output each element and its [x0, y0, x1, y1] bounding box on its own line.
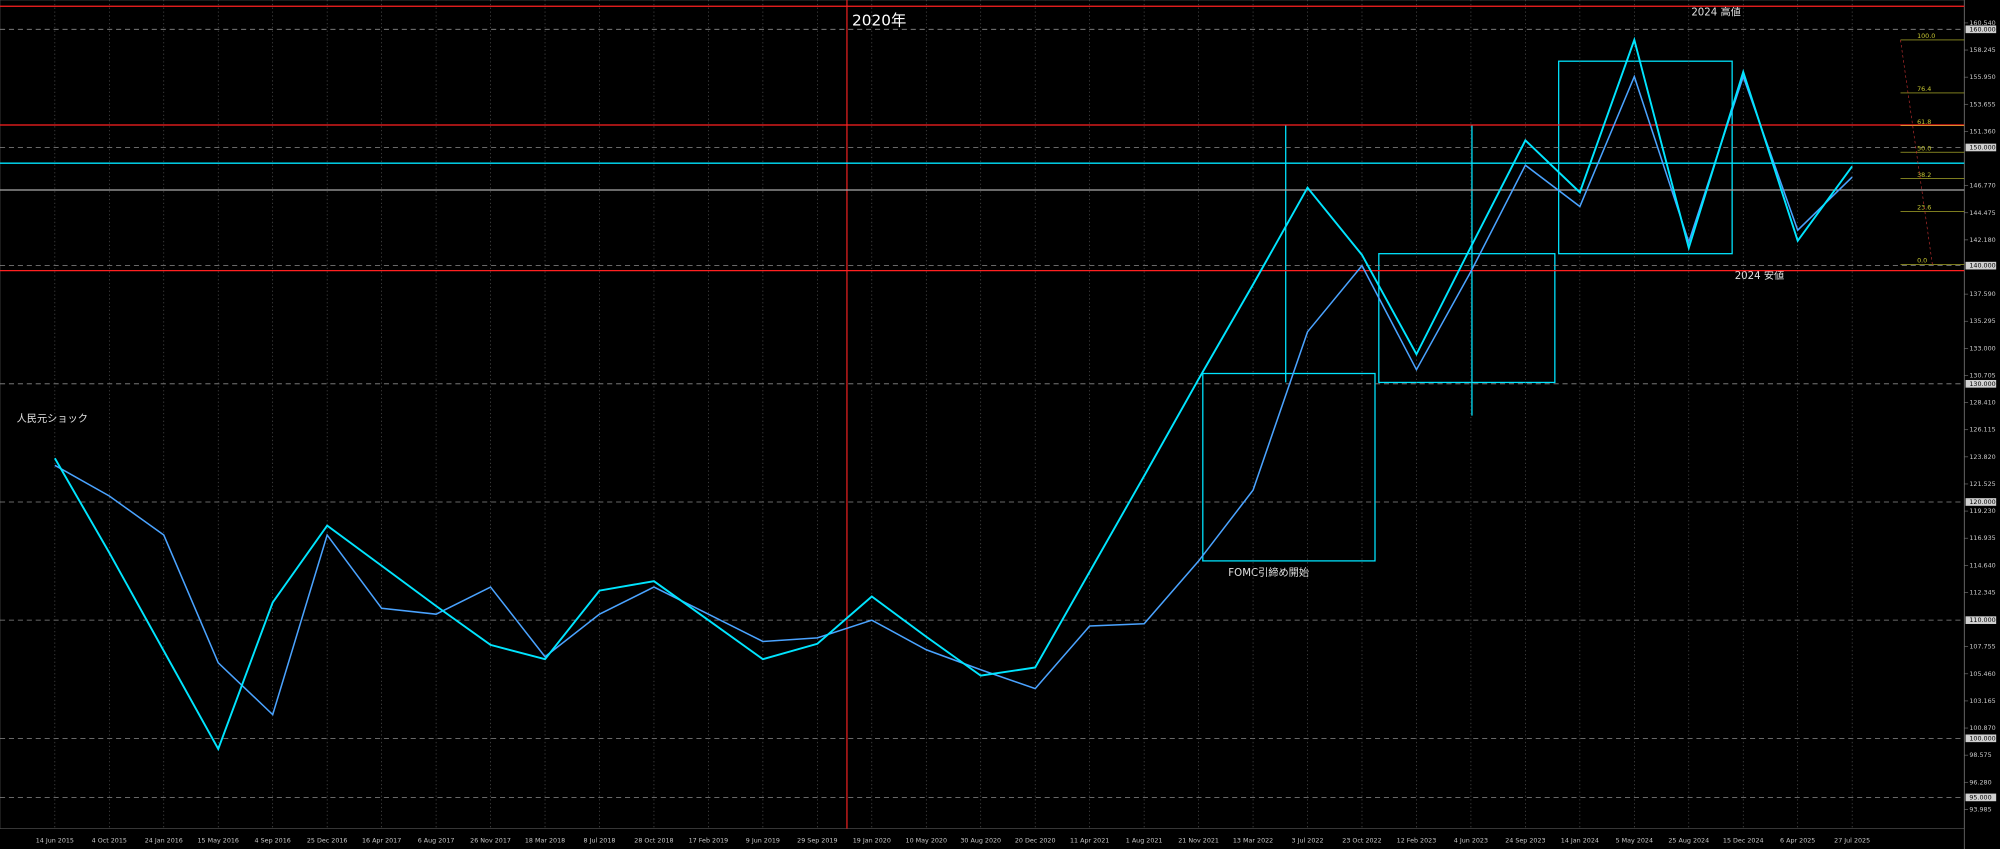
- x-tick-label: 6 Aug 2017: [418, 837, 455, 845]
- price-box: [1965, 793, 1997, 802]
- y-tick-label: 103.165: [1969, 697, 1995, 705]
- y-tick-label: 144.475: [1969, 209, 1995, 217]
- h-line-label: 100.000: [1969, 734, 1995, 742]
- y-tick-label: 155.950: [1969, 73, 1995, 81]
- fib-label: 76.4: [1917, 85, 1931, 93]
- price-box: [1965, 379, 1997, 388]
- y-tick-label: 96.280: [1969, 778, 1991, 786]
- x-tick-label: 3 Jul 2022: [1292, 837, 1324, 845]
- series-line: [54, 74, 1853, 717]
- x-tick-label: 4 Oct 2015: [92, 837, 127, 845]
- x-tick-label: 14 Jun 2015: [36, 837, 74, 845]
- x-tick-label: 23 Oct 2022: [1342, 837, 1381, 845]
- x-tick-label: 14 Jan 2024: [1561, 837, 1599, 845]
- x-tick-label: 13 Mar 2022: [1233, 837, 1273, 845]
- y-tick-label: 135.295: [1969, 317, 1995, 325]
- y-tick-label: 100.870: [1969, 724, 1995, 732]
- y-tick-label: 130.705: [1969, 371, 1995, 379]
- h-line-label: 150.000: [1969, 143, 1995, 151]
- annotation: FOMC引締め開始: [1228, 566, 1309, 579]
- box: [1378, 253, 1556, 384]
- x-tick-label: 15 Dec 2024: [1723, 837, 1764, 845]
- h-line-label: 160.000: [1969, 25, 1995, 33]
- x-tick-label: 20 Dec 2020: [1015, 837, 1056, 845]
- x-tick-label: 19 Jan 2020: [853, 837, 891, 845]
- fib-label: 100.0: [1917, 32, 1935, 40]
- x-tick-label: 4 Jun 2023: [1454, 837, 1488, 845]
- x-tick-label: 8 Jul 2018: [584, 837, 616, 845]
- y-tick-label: 158.245: [1969, 46, 1995, 54]
- x-tick-label: 24 Jan 2016: [145, 837, 183, 845]
- y-tick-label: 146.770: [1969, 182, 1995, 190]
- x-tick-label: 28 Oct 2018: [634, 837, 673, 845]
- h-line-label: 110.000: [1969, 616, 1995, 624]
- y-tick-label: 105.460: [1969, 670, 1995, 678]
- price-box: [1965, 616, 1997, 624]
- y-tick-label: 116.935: [1969, 534, 1995, 542]
- price-box: [1965, 25, 1997, 34]
- y-tick-label: 142.180: [1969, 236, 1995, 244]
- price-box: [1965, 261, 1997, 270]
- fib-anchor: [1900, 39, 1933, 265]
- x-tick-label: 25 Dec 2016: [307, 837, 348, 845]
- box: [1558, 60, 1733, 255]
- x-tick-label: 15 May 2016: [197, 837, 238, 845]
- y-tick-label: 112.345: [1969, 588, 1995, 596]
- x-tick-label: 1 Aug 2021: [1126, 837, 1163, 845]
- x-tick-label: 16 Apr 2017: [362, 837, 401, 845]
- y-tick-label: 93.985: [1969, 805, 1991, 813]
- x-tick-label: 10 May 2020: [906, 837, 947, 845]
- x-tick-label: 25 Aug 2024: [1668, 837, 1709, 845]
- y-tick-label: 151.360: [1969, 127, 1995, 135]
- y-tick-label: 123.820: [1969, 453, 1995, 461]
- y-tick-label: 119.230: [1969, 507, 1995, 515]
- price-box: [1965, 143, 1997, 152]
- fib-label: 0.0: [1917, 257, 1927, 265]
- h-line-label: 120.000: [1969, 498, 1995, 506]
- x-tick-label: 11 Apr 2021: [1070, 837, 1109, 845]
- x-tick-label: 27 Jul 2025: [1834, 837, 1870, 845]
- y-tick-label: 98.575: [1969, 751, 1991, 759]
- series-line: [54, 36, 1853, 752]
- y-tick-label: 128.410: [1969, 399, 1995, 407]
- x-tick-label: 29 Sep 2019: [797, 837, 837, 845]
- y-tick-label: 107.755: [1969, 643, 1995, 651]
- y-tick-label: 160.540: [1969, 19, 1995, 27]
- fib-label: 38.2: [1917, 171, 1931, 179]
- annotation: 2020年: [852, 11, 906, 29]
- h-line-label: 95.000: [1969, 793, 1991, 801]
- x-tick-label: 17 Feb 2019: [689, 837, 729, 845]
- x-tick-label: 9 Jun 2019: [746, 837, 780, 845]
- x-tick-label: 24 Sep 2023: [1505, 837, 1545, 845]
- annotation: 人民元ショック: [17, 413, 88, 425]
- x-tick-label: 21 Nov 2021: [1178, 837, 1219, 845]
- x-tick-label: 30 Aug 2020: [960, 837, 1001, 845]
- x-tick-label: 26 Nov 2017: [470, 837, 511, 845]
- y-tick-label: 126.115: [1969, 426, 1995, 434]
- x-tick-label: 4 Sep 2016: [255, 837, 291, 845]
- y-tick-label: 137.590: [1969, 290, 1995, 298]
- x-tick-label: 6 Apr 2025: [1780, 837, 1815, 845]
- x-tick-label: 12 Feb 2023: [1397, 837, 1437, 845]
- x-tick-label: 18 Mar 2018: [525, 837, 565, 845]
- y-tick-label: 153.655: [1969, 100, 1995, 108]
- price-box: [1965, 498, 1997, 506]
- plot-frame: [0, 0, 1965, 829]
- fib-label: 50.0: [1917, 144, 1931, 152]
- fib-label: 61.8: [1917, 118, 1931, 126]
- y-tick-label: 121.525: [1969, 480, 1995, 488]
- y-tick-label: 114.640: [1969, 561, 1995, 569]
- price-box: [1965, 734, 1997, 743]
- x-tick-label: 5 May 2024: [1616, 837, 1653, 845]
- y-tick-label: 133.000: [1969, 344, 1995, 352]
- box: [1202, 372, 1376, 562]
- h-line-label: 140.000: [1969, 262, 1995, 270]
- h-line-label: 130.000: [1969, 380, 1995, 388]
- annotation: 2024 高値: [1691, 5, 1741, 18]
- annotation: 2024 安値: [1735, 269, 1785, 282]
